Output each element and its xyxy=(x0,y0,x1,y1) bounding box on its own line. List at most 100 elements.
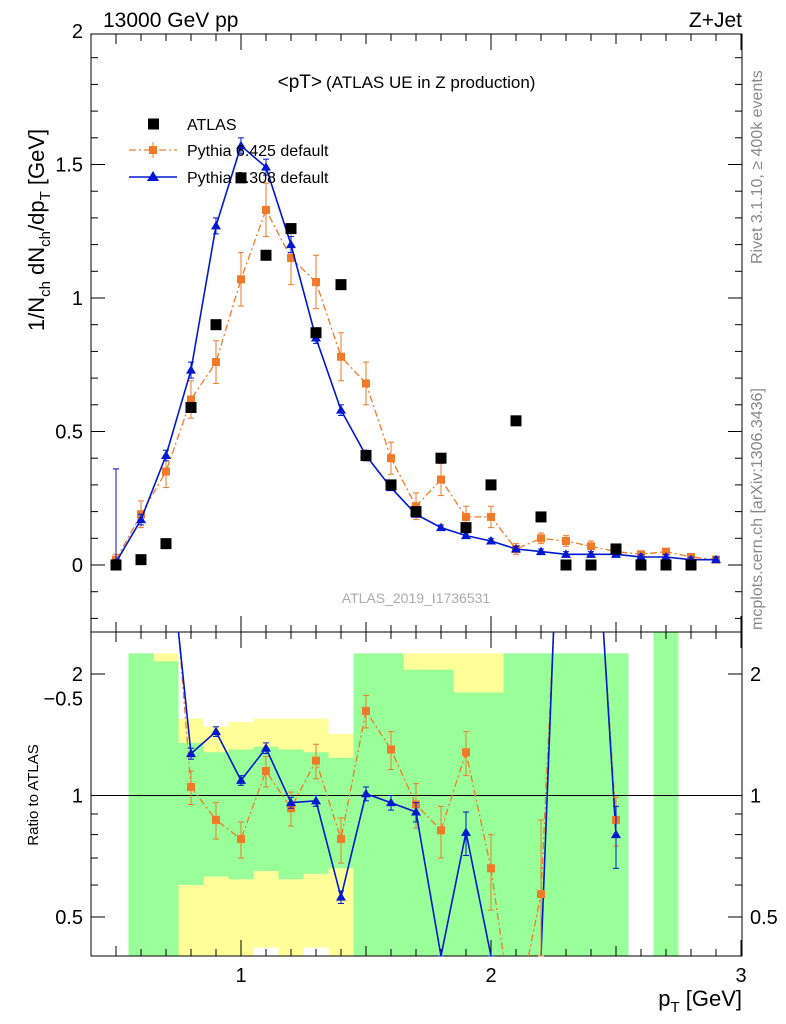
pythia6-marker xyxy=(262,205,270,214)
pythia6-ratio-marker xyxy=(487,864,495,873)
pythia8-ratio-marker xyxy=(386,797,396,807)
pythia8-ratio-marker xyxy=(236,775,246,784)
pythia8-ratio-line-offscale xyxy=(540,631,555,957)
pythia6-marker xyxy=(537,534,545,543)
main-y-tick-label: 0.5 xyxy=(55,422,83,444)
pythia8-ratio-marker xyxy=(286,797,296,807)
atlas-data-point xyxy=(310,327,322,339)
pythia6-ratio-marker xyxy=(262,767,270,776)
pythia6-marker xyxy=(212,358,220,367)
atlas-data-point xyxy=(510,415,522,427)
pythia6-ratio-marker xyxy=(337,835,345,844)
pythia6-marker xyxy=(562,536,570,545)
pythia6-ratio-line-offscale xyxy=(527,893,542,957)
pythia8-ratio-marker xyxy=(211,726,221,736)
pythia6-ratio-line-offscale xyxy=(540,631,555,895)
legend-entry-label: Pythia 6.425 default xyxy=(187,143,329,160)
ratio-y-tick-label: 0.5 xyxy=(55,907,83,929)
atlas-data-point xyxy=(110,559,122,571)
atlas-data-point xyxy=(185,401,197,413)
pythia8-ratio-line-offscale xyxy=(602,631,617,835)
pythia6-ratio-marker xyxy=(362,706,370,715)
atlas-data-point xyxy=(135,554,147,566)
atlas-data-point xyxy=(285,223,297,235)
pythia8-ratio-marker xyxy=(411,807,421,816)
atlas-data-point xyxy=(410,506,422,518)
pythia6-marker xyxy=(487,512,495,521)
pythia8-marker xyxy=(136,514,146,524)
pythia8-marker xyxy=(536,546,546,556)
pythia6-ratio-marker xyxy=(387,745,395,754)
pythia8-marker xyxy=(461,530,471,540)
ratio-y-tick-label-right: 2 xyxy=(750,664,761,686)
pythia6-marker xyxy=(662,547,670,556)
pythia8-ratio-marker xyxy=(311,795,321,805)
legend-pythia6-marker xyxy=(149,146,157,154)
ratio-band-green-extra xyxy=(653,632,679,956)
pythia6-marker xyxy=(387,454,395,463)
main-y-axis-label: 1/Nch dNch/dpT [GeV] xyxy=(24,129,54,331)
pythia6-marker xyxy=(312,277,320,286)
atlas-data-point xyxy=(360,450,372,462)
pythia6-ratio-marker xyxy=(537,890,545,899)
atlas-data-point xyxy=(535,511,547,523)
main-y-tick-label: 1 xyxy=(72,288,83,310)
pythia8-ratio-marker xyxy=(611,829,621,839)
side-label-rivet: Rivet 3.1.10, ≥ 400k events xyxy=(749,70,766,264)
x-tick-label: 2 xyxy=(485,965,496,987)
x-tick-label: 1 xyxy=(235,965,246,987)
header-left-label: 13000 GeV pp xyxy=(103,9,238,32)
main-y-tick-label: 2 xyxy=(72,21,83,43)
atlas-data-point xyxy=(485,479,497,491)
pythia6-marker xyxy=(237,275,245,284)
atlas-data-point xyxy=(660,559,672,571)
pythia8-marker xyxy=(711,554,721,564)
pythia6-ratio-marker xyxy=(212,815,220,824)
main-title: <pT> xyxy=(278,72,322,93)
ratio-band-green xyxy=(503,653,529,956)
pythia8-marker xyxy=(211,220,221,230)
legend: ATLAS Pythia 6.425 default Pythia 8.308 de… xyxy=(129,117,329,187)
pythia6-marker xyxy=(187,395,195,404)
pythia6-ratio-marker xyxy=(437,826,445,835)
pythia8-marker xyxy=(661,551,671,561)
pythia6-marker xyxy=(587,542,595,551)
legend-atlas-marker xyxy=(148,118,159,130)
pythia6-marker xyxy=(162,467,170,476)
pythia6-ratio-marker xyxy=(237,835,245,844)
atlas-data-point xyxy=(385,479,397,491)
atlas-data-point xyxy=(460,522,472,534)
atlas-data-point xyxy=(210,319,222,331)
pythia8-marker xyxy=(436,522,446,532)
ratio-y-tick-label: 1 xyxy=(72,786,83,808)
pythia8-marker xyxy=(511,543,521,553)
pythia6-ratio-marker xyxy=(462,748,470,757)
legend-entry-label: Pythia 8.308 default xyxy=(187,170,329,187)
side-label-mcplots: mcplots.cern.ch [arXiv:1306.3436] xyxy=(749,388,766,630)
pythia8-marker xyxy=(186,365,196,374)
main-y-tick-label: 0 xyxy=(72,555,83,577)
atlas-data-point xyxy=(635,559,647,571)
pythia8-marker xyxy=(586,549,596,558)
pythia8-ratio-marker xyxy=(336,892,346,901)
ratio-band-green xyxy=(128,653,154,956)
pythia6-ratio-marker xyxy=(312,756,320,765)
pythia8-marker xyxy=(636,551,646,561)
pythia8-marker xyxy=(261,162,271,171)
atlas-data-point xyxy=(335,279,347,291)
pythia6-marker xyxy=(437,475,445,484)
watermark-label: ATLAS_2019_I1736531 xyxy=(342,590,491,606)
pythia8-marker xyxy=(286,239,296,249)
main-subtitle: (ATLAS UE in Z production) xyxy=(326,73,535,92)
ratio-band-green xyxy=(578,653,604,956)
ratio-band-green xyxy=(178,742,204,886)
atlas-data-point xyxy=(610,543,622,555)
ratio-series-layer xyxy=(177,631,621,957)
pythia8-ratio-marker xyxy=(461,827,471,836)
legend-entry-label: ATLAS xyxy=(187,117,237,134)
header-right-label: Z+Jet xyxy=(689,9,742,32)
pythia8-marker xyxy=(161,450,171,460)
main-y-tick-label: −0.5 xyxy=(44,689,83,711)
ratio-y-tick-label-right: 0.5 xyxy=(750,907,778,929)
